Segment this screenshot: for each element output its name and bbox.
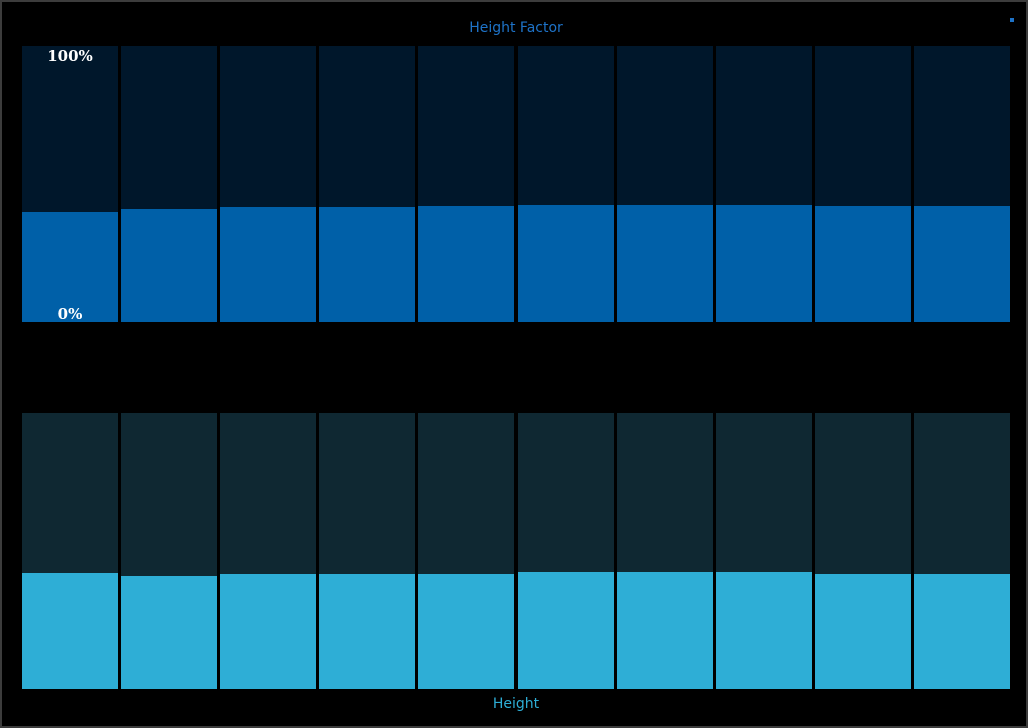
height-slider-9[interactable]: [815, 413, 911, 689]
max-percent-label: 100%: [47, 47, 93, 65]
height-slider-fill-4: [319, 574, 415, 689]
height-slider-fill-2: [121, 576, 217, 689]
height-factor-title: Height Factor: [469, 20, 563, 36]
height-sliders: [22, 413, 1011, 689]
height-factor-slider-2[interactable]: [121, 46, 217, 322]
height-slider-10[interactable]: [914, 413, 1010, 689]
close-icon: [1010, 18, 1014, 22]
height-slider-7[interactable]: [617, 413, 713, 689]
height-slider-4[interactable]: [319, 413, 415, 689]
height-factor-slider-8[interactable]: [716, 46, 812, 322]
height-factor-slider-fill-9: [815, 206, 911, 322]
height-factor-slider-fill-4: [319, 207, 415, 322]
height-slider-5[interactable]: [418, 413, 514, 689]
height-factor-slider-3[interactable]: [220, 46, 316, 322]
height-slider-1[interactable]: [22, 413, 118, 689]
height-factor-slider-fill-6: [518, 205, 614, 322]
height-factor-slider-fill-10: [914, 206, 1010, 322]
height-factor-slider-7[interactable]: [617, 46, 713, 322]
height-factor-slider-fill-2: [121, 209, 217, 322]
height-slider-3[interactable]: [220, 413, 316, 689]
height-factor-slider-5[interactable]: [418, 46, 514, 322]
height-slider-6[interactable]: [518, 413, 614, 689]
height-slider-fill-9: [815, 574, 911, 689]
height-slider-2[interactable]: [121, 413, 217, 689]
min-percent-label: 0%: [57, 305, 83, 323]
height-factor-slider-10[interactable]: [914, 46, 1010, 322]
height-title: Height: [492, 696, 540, 712]
height-factor-slider-1[interactable]: 100% 0%: [22, 46, 118, 323]
height-factor-slider-fill-8: [716, 205, 812, 322]
close-button[interactable]: [1005, 14, 1019, 26]
height-factor-slider-9[interactable]: [815, 46, 911, 322]
height-slider-fill-8: [716, 572, 812, 689]
height-slider-fill-7: [617, 572, 713, 689]
height-slider-fill-3: [220, 574, 316, 689]
height-factor-slider-6[interactable]: [518, 46, 614, 322]
height-slider-fill-1: [22, 573, 118, 689]
height-slider-fill-5: [418, 574, 514, 689]
height-slider-fill-6: [518, 572, 614, 689]
height-factor-slider-fill-3: [220, 207, 316, 322]
height-factor-slider-fill-5: [418, 206, 514, 322]
height-factor-slider-4[interactable]: [319, 46, 415, 322]
height-factor-sliders: 100% 0%: [22, 46, 1011, 323]
height-factor-slider-fill-7: [617, 205, 713, 322]
height-slider-8[interactable]: [716, 413, 812, 689]
height-factor-slider-fill-1: [22, 212, 118, 322]
height-slider-fill-10: [914, 574, 1010, 689]
